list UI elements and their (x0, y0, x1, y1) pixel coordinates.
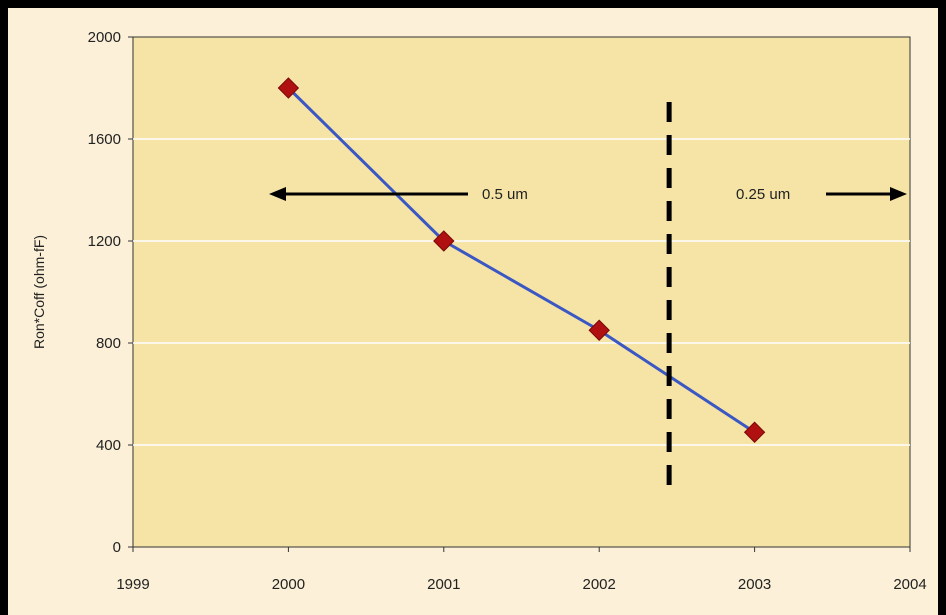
gridlines (133, 138, 910, 446)
x-tick-label: 2001 (427, 576, 460, 593)
x-axis-ticks: 1999 2000 2001 2002 2003 2004 (116, 547, 927, 593)
data-point-marker (588, 319, 610, 341)
left-arrow-head-icon (269, 187, 286, 201)
plot-area (132, 36, 911, 548)
series-group (277, 77, 766, 443)
y-tick-label: 2000 (88, 29, 121, 46)
x-tick-label: 2004 (893, 576, 926, 593)
x-tick-label: 1999 (116, 576, 149, 593)
series-line (287, 86, 756, 434)
annotations: 0.5 um 0.25 um (269, 102, 907, 497)
y-tick-label: 0 (113, 539, 121, 556)
y-tick-label: 1600 (88, 131, 121, 148)
x-tick-label: 2003 (738, 576, 771, 593)
y-axis-ticks: 0 400 800 1200 1600 2000 (88, 29, 133, 556)
x-tick-label: 2002 (583, 576, 616, 593)
data-point-marker (433, 230, 455, 252)
y-tick-label: 1200 (88, 233, 121, 250)
x-tick-label: 2000 (272, 576, 305, 593)
y-axis-label: Ron*Coff (ohm-fF) (31, 235, 47, 349)
right-arrow-head-icon (890, 187, 907, 201)
y-tick-label: 400 (96, 437, 121, 454)
left-arrow-label: 0.5 um (482, 186, 528, 203)
right-arrow-label: 0.25 um (736, 186, 790, 203)
data-point-marker (743, 421, 766, 443)
y-tick-label: 800 (96, 335, 121, 352)
data-point-marker (277, 77, 300, 99)
